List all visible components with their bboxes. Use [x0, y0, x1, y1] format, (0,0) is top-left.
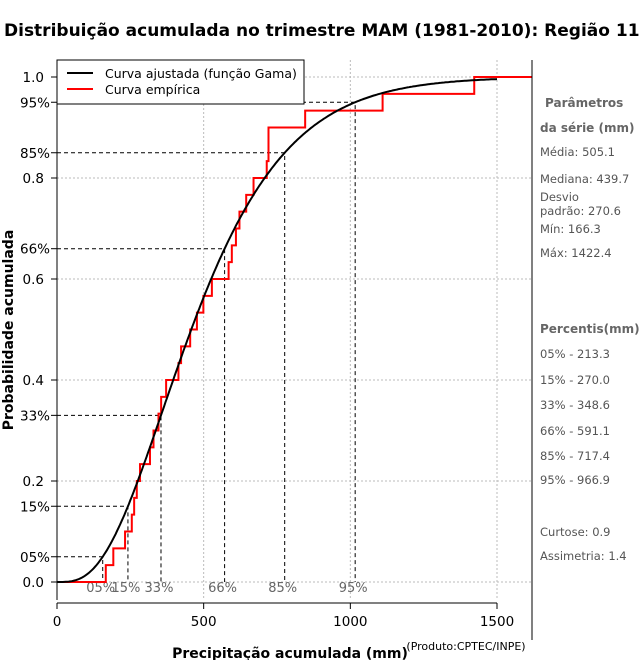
y-tick-label: 1.0	[23, 70, 44, 86]
x-axis-label: Precipitação acumulada (mm)	[172, 646, 408, 660]
stat-min: Mín: 166.3	[540, 222, 601, 236]
y-tick-label: 0.4	[23, 373, 44, 389]
percentile-x-label: 05%	[86, 581, 115, 596]
x-tick-label: 1000	[333, 614, 367, 630]
y-tick-label: 0.0	[23, 575, 44, 591]
stat-desvio: padrão: 270.6	[540, 204, 621, 218]
percentile-x-label: 33%	[145, 581, 174, 596]
percentile-y-label: 85%	[20, 146, 50, 162]
percentile-y-label: 15%	[20, 499, 50, 515]
percentile-y-label: 66%	[20, 242, 50, 258]
y-axis-label: Probabilidade acumulada	[1, 230, 17, 431]
percentil-66: 66% - 591.1	[540, 424, 610, 438]
source-label: (Produto:CPTEC/INPE)	[406, 640, 525, 653]
curves	[57, 76, 532, 583]
percentile-guide-66%	[57, 248, 226, 582]
stat-desvio-label: Desvio	[540, 190, 579, 204]
y-tick-label: 0.8	[23, 171, 44, 187]
percentile-y-label: 05%	[20, 550, 50, 566]
stat-mediana: Mediana: 439.7	[540, 172, 630, 186]
percentil-05: 05% - 213.3	[540, 347, 610, 361]
percentile-x-label: 15%	[111, 581, 140, 596]
percentile-x-label: 95%	[339, 581, 368, 596]
x-tick-label: 0	[53, 614, 62, 630]
stat-media: Média: 505.1	[540, 145, 615, 159]
y-tick-label: 0.2	[23, 474, 44, 490]
percentile-guide-lines: 05%15% 33% 66% 85% 95%	[57, 101, 368, 596]
legend-box	[56, 59, 305, 105]
y-tick-label: 0.6	[23, 272, 44, 288]
stat-max: Máx: 1422.4	[540, 246, 612, 260]
axes: 05%15%33%66%85%95%0 500 1000 15000.00.20.40…	[20, 60, 533, 640]
stat-assimetria: Assimetria: 1.4	[540, 549, 627, 563]
percentile-x-label: 66%	[208, 581, 237, 596]
empirical-curve	[57, 76, 532, 583]
params-title: Parâmetros	[545, 96, 624, 110]
legend: Curva ajustada (função Gama)Curva empíri…	[56, 59, 305, 105]
fitted-gamma-curve	[57, 78, 498, 583]
legend-label: Curva ajustada (função Gama)	[105, 66, 297, 81]
legend-label: Curva empírica	[105, 82, 200, 97]
percentil-15: 15% - 270.0	[540, 373, 610, 387]
stat-curtose: Curtose: 0.9	[540, 525, 611, 539]
grid	[56, 60, 532, 600]
percentil-95: 95% - 966.9	[540, 473, 610, 487]
percentile-x-label: 85%	[268, 581, 297, 596]
percentis-title: Percentis(mm)	[540, 322, 640, 336]
percentil-85: 85% - 717.4	[540, 449, 610, 463]
percentil-33: 33% - 348.6	[540, 398, 610, 412]
chart-title: Distribuição acumulada no trimestre MAM …	[4, 21, 640, 41]
x-tick-label: 500	[191, 614, 217, 630]
x-tick-label: 1500	[480, 614, 514, 630]
percentile-y-label: 95%	[20, 95, 50, 111]
percentile-guide-95%	[57, 101, 356, 582]
params-subtitle: da série (mm)	[540, 121, 635, 135]
percentile-guide-85%	[57, 152, 286, 582]
percentile-y-label: 33%	[20, 408, 50, 424]
